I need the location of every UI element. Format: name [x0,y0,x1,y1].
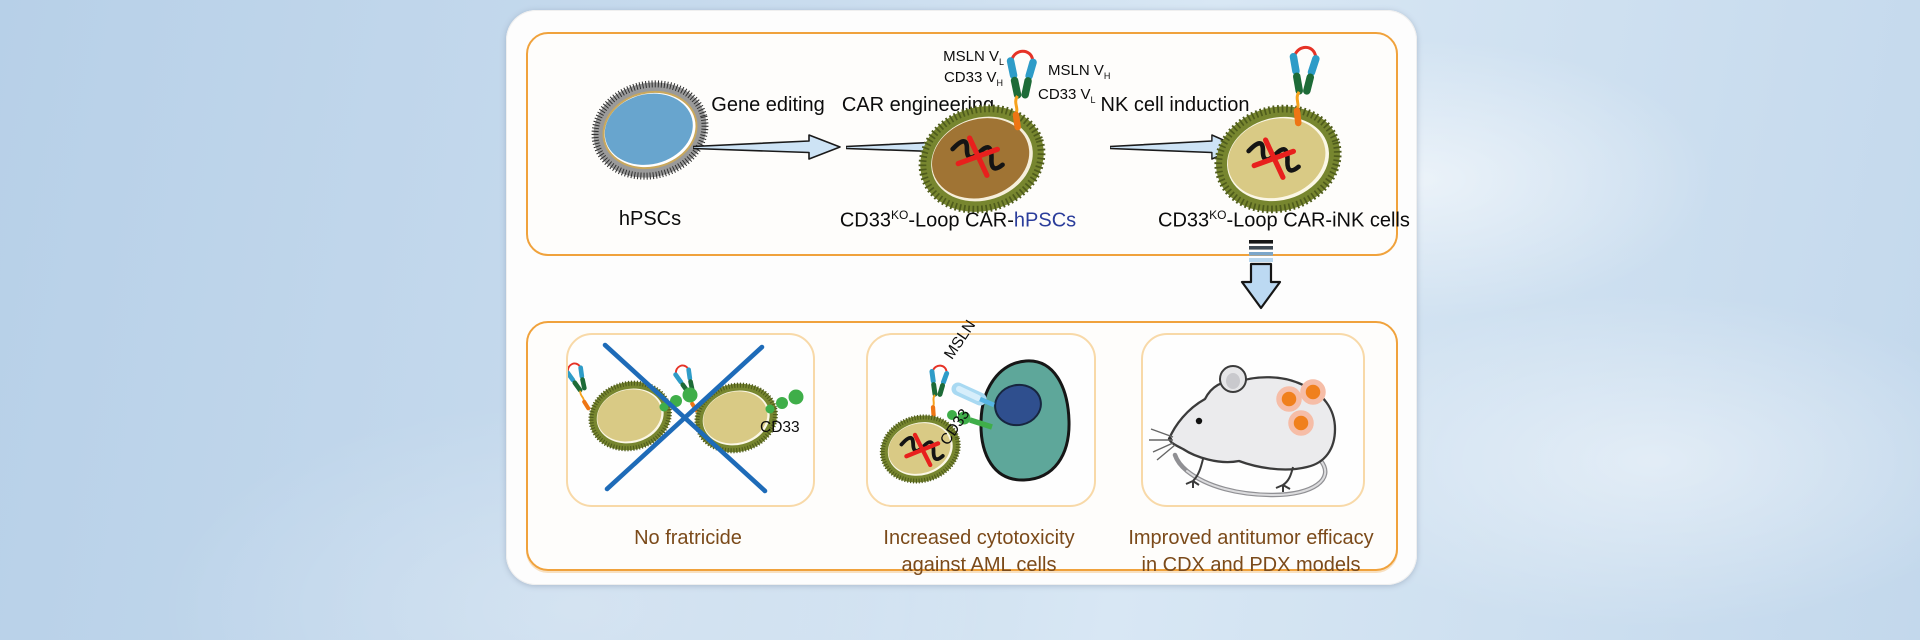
cd33-vl-label: CD33 VL [1038,86,1096,105]
mouse-illustration [1149,365,1337,498]
panel-no-fratricide: CD33 [566,333,815,507]
cd33-vh-label: CD33 VH [943,69,1003,88]
msln-vl-label: MSLN VL [943,48,1004,67]
graphical-abstract-card: hPSCs Gene editing CAR engineering MSLN … [506,10,1417,585]
hpsc-label: hPSCs [618,208,682,230]
panel-cytotoxicity: MSLN CD33 [866,317,1096,507]
down-arrow-icon [1240,240,1282,310]
results-box: CD33 No fratricide MSLN [526,317,1398,576]
panel-invivo [1141,333,1365,507]
fratricide-illustration [568,342,804,494]
step-nk-induction-label: NK cell induction [1100,94,1250,116]
cytotoxicity-illustration [868,359,1071,501]
hpsc-cell-illustration [585,74,715,188]
cd33-tag: CD33 [760,419,800,436]
cytotoxicity-caption: Increased cytotoxicity against AML cells [883,527,1075,576]
car-hpsc-label: CD33KO-Loop CAR-hPSCs [839,208,1077,232]
invivo-caption: Improved antitumor efficacy in CDX and P… [1128,527,1374,576]
step-gene-editing-label: Gene editing [711,94,825,116]
workflow-box: hPSCs Gene editing CAR engineering MSLN … [526,32,1410,256]
step-car-engineering-label: CAR engineering [841,94,995,116]
no-fratricide-caption: No fratricide [634,527,742,549]
gene-editing-arrow-icon [693,134,841,160]
car-ink-cell-illustration [1200,40,1350,220]
car-ink-label: CD33KO-Loop CAR-iNK cells [1158,208,1410,232]
msln-vh-label: MSLN VH [1048,62,1111,81]
